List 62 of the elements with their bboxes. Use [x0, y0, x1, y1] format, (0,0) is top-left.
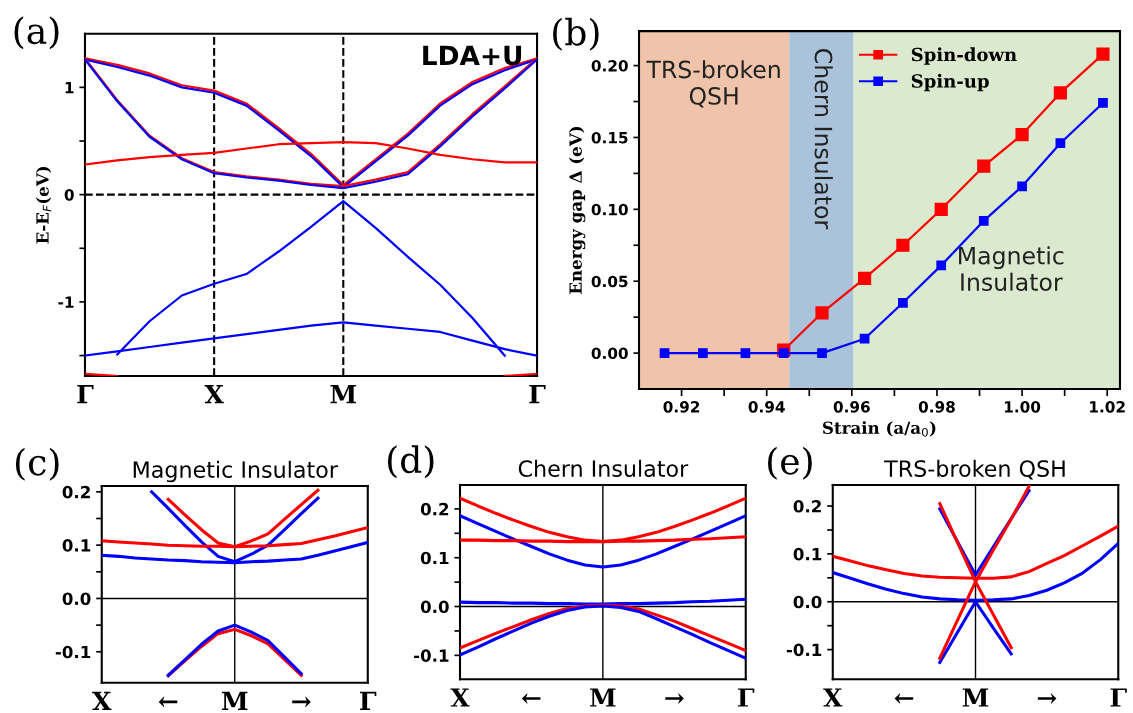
text: (c)	[15, 447, 59, 481]
x-tick-label: X	[823, 688, 843, 707]
band-label: Magnetic Insulator	[959, 246, 1064, 291]
x-tick-label: ←	[894, 693, 914, 704]
text: (e)	[768, 446, 812, 480]
x-tick-label: →	[665, 693, 684, 704]
x-tick-label: Γ	[1110, 688, 1127, 707]
x-tick-label: M	[590, 688, 616, 707]
x-tick-label: ←	[158, 696, 178, 708]
x-axis-title: Strain (a/a$_{0}$)	[823, 421, 936, 437]
x-tick-label: ←	[521, 693, 541, 704]
x-tick-label: →	[292, 696, 311, 708]
x-tick-label: 0.92	[663, 401, 700, 413]
x-tick-label: 0.98	[918, 401, 955, 413]
y-tick-label: 0.0	[62, 592, 91, 606]
legend-label: Spin-up	[911, 73, 989, 92]
x-tick-label: M	[221, 691, 248, 711]
x-tick-label: X	[450, 688, 470, 707]
legend-label: Spin-down	[911, 47, 1017, 65]
chart-title: Magnetic Insulator	[133, 460, 338, 483]
x-tick-label: 0.94	[748, 401, 785, 413]
x-tick-label: M	[330, 385, 356, 404]
text: (d)	[387, 445, 434, 479]
x-tick-label: 1.02	[1090, 401, 1125, 413]
y-tick-label: -0.1	[55, 645, 91, 659]
y-tick-label: 1	[65, 82, 74, 94]
x-tick-label: X	[92, 691, 112, 711]
y-tick-label: 0.1	[793, 547, 822, 561]
x-tick-label: Γ	[529, 385, 546, 404]
y-axis-title: Energy gap Δ (eV)	[568, 126, 586, 294]
x-tick-label: 0.96	[833, 401, 870, 413]
y-tick-label: -1	[58, 296, 74, 308]
text: (b)	[553, 17, 599, 51]
y-axis-title: E-E$_{F}$(eV)	[35, 166, 52, 244]
x-tick-label: M	[962, 688, 989, 707]
y-tick-label: 0.20	[591, 60, 628, 72]
y-tick-label: 0.1	[62, 539, 91, 552]
y-tick-label: -0.1	[414, 649, 449, 662]
band-label: TRS-broken QSH	[646, 60, 780, 108]
y-tick-label: -0.1	[786, 643, 822, 657]
x-tick-label: Γ	[360, 691, 377, 711]
y-tick-label: 0.2	[62, 485, 90, 499]
band-label: Chern Insulator	[814, 49, 833, 230]
y-tick-label: 0.0	[793, 595, 822, 609]
y-tick-label: 0.05	[591, 275, 628, 288]
x-tick-label: 1.00	[1004, 401, 1041, 413]
annotation: LDA+U	[423, 45, 522, 66]
chart-title: TRS-broken QSH	[884, 459, 1065, 480]
y-tick-label: 0.15	[591, 131, 628, 144]
y-tick-label: 0.2	[793, 500, 821, 513]
x-tick-label: X	[204, 385, 224, 404]
y-tick-label: 0.00	[591, 347, 628, 360]
y-tick-label: 0.10	[591, 203, 628, 216]
y-tick-label: 0.1	[420, 551, 449, 565]
y-tick-label: 0.2	[420, 502, 449, 516]
x-tick-label: Γ	[77, 385, 94, 404]
text: (a)	[14, 16, 59, 50]
x-tick-label: →	[1037, 693, 1057, 704]
y-tick-label: 0	[64, 189, 74, 201]
y-tick-label: 0.0	[420, 600, 449, 614]
chart-title: Chern Insulator	[518, 459, 689, 477]
x-tick-label: Γ	[738, 688, 755, 707]
